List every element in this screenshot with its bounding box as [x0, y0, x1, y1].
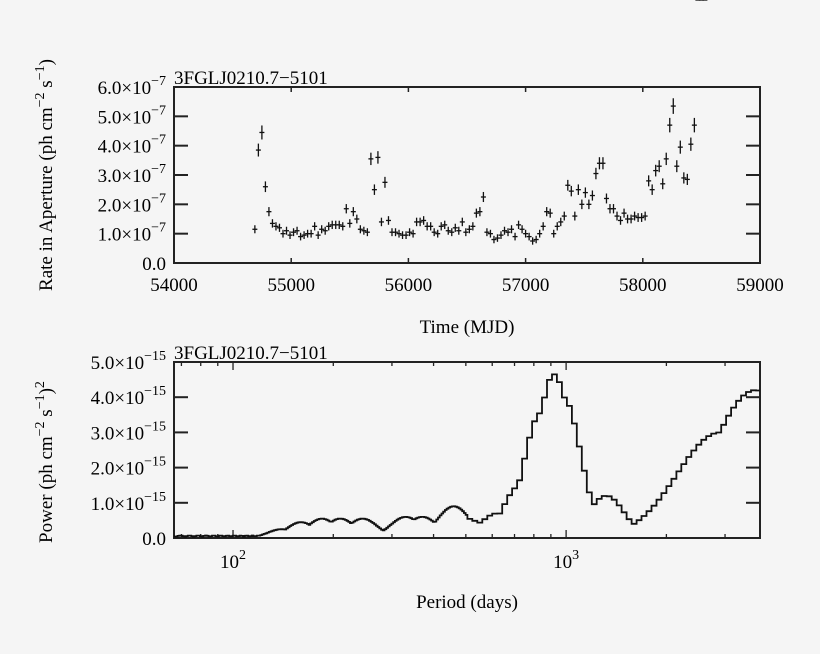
- lightcurve-x-axis-title: Time (MJD): [420, 317, 515, 338]
- periodogram-plot: 3FGLJ0210.7−5101 0.0 1.0×10−15 2.0×10−15 3.…: [33, 343, 761, 613]
- y-tick-label: 0.0: [142, 254, 166, 275]
- y-tick-label: 4.0×10−7: [98, 133, 166, 158]
- y-tick-label: 1.0×10−7: [98, 221, 166, 246]
- y-tick-label: 1.0×10−15: [91, 490, 166, 515]
- x-tick-label: 59000: [736, 275, 784, 296]
- periodogram-frame: [173, 361, 761, 539]
- lightcurve-x-tick-labels: 54000 55000 56000 57000 58000 59000: [150, 275, 784, 296]
- y-tick-label: 5.0×10−15: [91, 349, 166, 374]
- lightcurve-ticks: [174, 87, 760, 263]
- periodogram-ticks: [174, 361, 760, 538]
- x-tick-label: 54000: [150, 275, 198, 296]
- y-tick-label: 3.0×10−15: [91, 419, 166, 444]
- lightcurve-y-tick-labels: 0.0 1.0×10−7 2.0×10−7 3.0×10−7 4.0×10−7 5.0×1…: [98, 74, 166, 275]
- y-tick-label: 3.0×10−7: [98, 162, 166, 187]
- lightcurve-frame: [173, 86, 761, 264]
- y-tick-label: 2.0×10−7: [98, 191, 166, 216]
- periodogram-step-line: [174, 373, 760, 538]
- lightcurve-plot: 3FGLJ0210.7−5101 0.0 1.0×10−7 2.0×10−7 3.0×…: [33, 0, 784, 338]
- periodogram-y-tick-labels: 0.0 1.0×10−15 2.0×10−15 3.0×10−15 4.0×10−15 5…: [91, 349, 166, 550]
- x-tick-label: 103: [553, 548, 579, 573]
- y-tick-label: 4.0×10−15: [91, 384, 166, 409]
- periodogram-x-tick-labels: 102 103: [220, 548, 579, 573]
- x-tick-label: 57000: [502, 275, 550, 296]
- lightcurve-y-axis-title: Rate in Aperture (ph cm−2 s−1): [33, 59, 57, 291]
- y-tick-label: 5.0×10−7: [98, 103, 166, 128]
- y-tick-label: 0.0: [142, 529, 166, 550]
- x-tick-label: 58000: [619, 275, 667, 296]
- y-tick-label: 6.0×10−7: [98, 74, 166, 99]
- x-tick-label: 55000: [267, 275, 315, 296]
- periodogram-y-axis-title: Power (ph cm−2 s−1)2: [33, 381, 57, 543]
- y-tick-label: 2.0×10−15: [91, 455, 166, 480]
- x-tick-label: 56000: [385, 275, 433, 296]
- x-tick-label: 102: [220, 548, 246, 573]
- periodogram-x-axis-title: Period (days): [416, 592, 518, 613]
- lightcurve-data-points: [252, 0, 708, 245]
- periodogram-title: 3FGLJ0210.7−5101: [174, 343, 328, 364]
- lightcurve-title: 3FGLJ0210.7−5101: [174, 68, 328, 89]
